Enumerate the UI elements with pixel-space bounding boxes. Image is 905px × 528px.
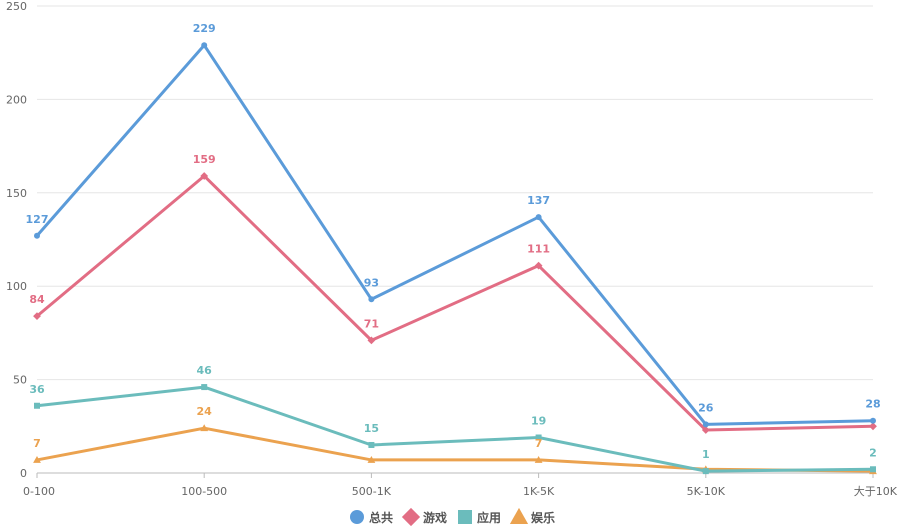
series-line: [35, 426, 875, 473]
data-label: 28: [865, 398, 880, 411]
y-tick-label: 150: [6, 187, 27, 200]
data-point: [34, 232, 40, 239]
data-point: [534, 456, 543, 463]
series-line: [35, 174, 875, 432]
data-point: [870, 417, 876, 424]
legend-label: 娱乐: [531, 510, 555, 525]
legend-label: 游戏: [423, 510, 447, 525]
data-point: [33, 456, 41, 463]
data-point: [368, 441, 375, 448]
data-label: 159: [193, 153, 216, 166]
legend-triangle-icon: [509, 507, 529, 524]
y-tick-label: 200: [6, 93, 27, 106]
data-point: [34, 402, 40, 409]
data-point: [201, 42, 208, 49]
data-label: 19: [531, 415, 546, 428]
data-point: [702, 468, 709, 475]
y-tick-label: 50: [13, 374, 27, 387]
data-label: 46: [197, 364, 213, 377]
legend-item[interactable]: 娱乐: [509, 507, 555, 525]
axis-layer: 0 50 100 150 200 250 0-100 100-500 500-1K 1K-5K 5K…: [6, 0, 898, 498]
y-tick-label: 0: [20, 467, 27, 480]
data-label: 24: [197, 405, 213, 418]
legend-label: 应用: [477, 510, 501, 525]
x-tick-label: 0-100: [23, 485, 55, 498]
data-label: 127: [26, 213, 49, 226]
legend-circle-icon: [350, 510, 364, 524]
data-label: 26: [698, 401, 714, 414]
data-point: [702, 421, 709, 428]
data-point: [33, 312, 41, 320]
y-tick-label: 100: [6, 280, 27, 293]
data-point: [869, 422, 877, 431]
legend[interactable]: 总共 游戏 应用 娱乐: [350, 507, 555, 527]
data-point: [201, 384, 208, 391]
x-tick-label: 500-1K: [352, 485, 392, 498]
data-label: 71: [364, 317, 379, 330]
series-layer: [33, 42, 877, 475]
x-tick-label: 100-500: [181, 485, 227, 498]
data-label: 7: [535, 437, 543, 450]
grid-layer: [37, 5, 873, 474]
legend-label: 总共: [369, 510, 393, 525]
legend-item[interactable]: 游戏: [401, 507, 447, 527]
data-label: 36: [29, 383, 45, 396]
data-point: [200, 424, 209, 432]
data-label: 7: [33, 437, 41, 450]
data-label: 111: [527, 243, 550, 256]
data-label: 2: [869, 446, 877, 459]
data-point: [200, 172, 209, 180]
x-tick-label: 大于10K: [854, 484, 898, 498]
data-point: [367, 336, 376, 345]
data-point: [535, 214, 542, 221]
data-label: 93: [364, 276, 379, 289]
series-line: [35, 385, 875, 473]
data-point: [367, 456, 376, 463]
data-label: 137: [527, 194, 550, 207]
data-label: 84: [29, 293, 45, 306]
series-line: [35, 43, 875, 426]
data-point: [368, 296, 375, 303]
data-point: [870, 466, 876, 473]
data-point: [534, 261, 543, 270]
y-tick-label: 250: [6, 0, 27, 13]
data-point: [535, 434, 542, 441]
x-tick-label: 5K-10K: [687, 485, 726, 498]
data-label: 1: [702, 448, 710, 461]
data-label: 229: [193, 22, 216, 35]
x-tick-label: 1K-5K: [523, 485, 555, 498]
legend-item[interactable]: 总共: [350, 510, 393, 525]
legend-square-icon: [458, 510, 472, 524]
data-point: [701, 426, 710, 434]
data-label: 15: [364, 422, 379, 435]
legend-diamond-icon: [401, 507, 421, 527]
legend-item[interactable]: 应用: [458, 510, 501, 525]
